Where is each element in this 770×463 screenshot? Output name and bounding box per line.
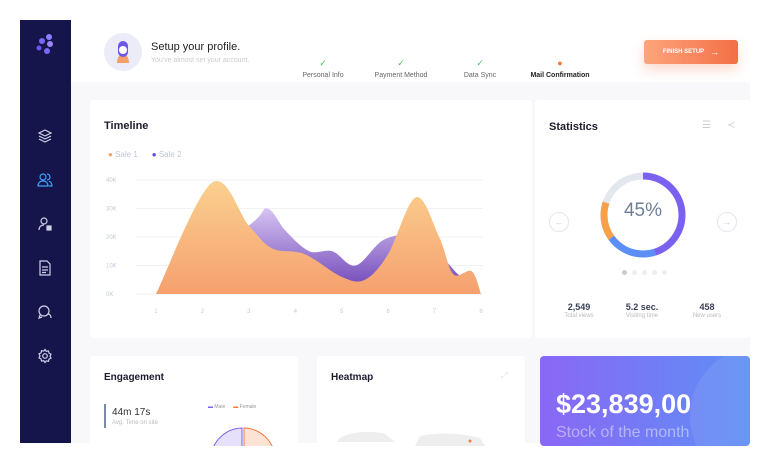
prev-arrow-button[interactable]: ← xyxy=(549,212,569,232)
donut-segment-blue xyxy=(600,172,686,258)
page-dot-active[interactable] xyxy=(622,270,627,275)
users-icon[interactable] xyxy=(33,168,57,192)
stat-new-users: 458 New users xyxy=(692,302,722,319)
sidebar xyxy=(20,20,71,443)
timeline-title: Timeline xyxy=(104,120,149,132)
layers-icon[interactable] xyxy=(33,124,57,148)
finish-setup-button[interactable]: FINISH SETUP → xyxy=(644,40,738,64)
avg-time-value: 44m 17s xyxy=(112,407,151,418)
x-tick-label: 5 xyxy=(340,309,344,315)
dot-icon: ● xyxy=(557,58,563,68)
page-dot[interactable] xyxy=(652,270,657,275)
engagement-title: Engagement xyxy=(104,372,165,383)
avg-time-label: Avg. Time on site xyxy=(112,420,158,426)
engagement-pie xyxy=(213,427,273,446)
legend-sale-2[interactable]: ● Sale 2 xyxy=(151,150,182,159)
x-tick-label: 4 xyxy=(294,309,298,315)
engagement-legend: ▬ Male ▬ Female xyxy=(208,404,257,410)
stat-total-views: 2,549 Total views xyxy=(564,302,594,319)
chart-legend: ● Sale 1 ● Sale 2 xyxy=(108,150,182,159)
donut-segment-orange xyxy=(600,172,686,258)
statistics-card: Statistics ☰ ≺ ← → 45% 2,549 Total views … xyxy=(535,100,750,338)
document-icon[interactable] xyxy=(33,256,57,280)
donut-percent: 45% xyxy=(623,200,663,221)
stock-card: $23,839,00 Stock of the month xyxy=(540,356,750,446)
check-icon: ✓ xyxy=(397,58,405,68)
page-dot[interactable] xyxy=(662,270,667,275)
stat-visiting-time: 5.2 sec. Visiting time xyxy=(625,302,659,319)
donut-chart xyxy=(600,172,686,258)
chat-icon[interactable] xyxy=(33,300,57,324)
step-personal-info[interactable]: ✓ Personal Info xyxy=(278,58,368,79)
setup-subtitle: You've almost set your account. xyxy=(151,57,250,64)
y-tick-label: 20K xyxy=(106,235,117,241)
gear-icon[interactable] xyxy=(33,344,57,368)
stock-label: Stock of the month xyxy=(556,424,690,441)
expand-icon[interactable]: ⤢ xyxy=(501,371,508,380)
y-tick-label: 40K xyxy=(106,178,117,184)
donut-segment-purple xyxy=(600,172,686,258)
x-tick-label: 3 xyxy=(247,309,251,315)
check-icon: ✓ xyxy=(476,58,484,68)
y-tick-label: 30K xyxy=(106,207,117,213)
legend-sale-1[interactable]: ● Sale 1 xyxy=(108,150,138,159)
arrow-right-icon: → xyxy=(710,47,720,57)
user-profile-icon[interactable] xyxy=(33,212,57,236)
filter-icon[interactable]: ☰ xyxy=(702,120,711,131)
x-tick-label: 7 xyxy=(433,309,437,315)
check-icon: ✓ xyxy=(319,58,327,68)
timeline-chart: 0K 10K 20K 30K 40K 1 2 3 4 5 6 7 8 xyxy=(106,178,483,315)
divider xyxy=(104,404,106,428)
x-tick-label: 1 xyxy=(154,309,158,315)
setup-header: Setup your profile. You've almost set yo… xyxy=(71,20,750,82)
step-data-sync[interactable]: ✓ Data Sync xyxy=(435,58,525,79)
page-dot[interactable] xyxy=(642,270,647,275)
x-tick-label: 8 xyxy=(479,309,483,315)
engagement-card: Engagement 44m 17s Avg. Time on site ▬ M… xyxy=(90,356,298,446)
statistics-title: Statistics xyxy=(549,121,598,133)
x-tick-label: 2 xyxy=(201,309,205,315)
share-icon[interactable]: ≺ xyxy=(727,120,736,131)
step-mail-confirmation[interactable]: ● Mail Confirmation xyxy=(515,58,605,79)
stock-amount: $23,839,00 xyxy=(556,389,692,419)
setup-title: Setup your profile. xyxy=(151,41,241,53)
next-arrow-button[interactable]: → xyxy=(717,212,737,232)
heatmap-card: Heatmap ⤢ xyxy=(317,356,525,446)
y-tick-label: 0K xyxy=(106,292,113,298)
y-tick-label: 10K xyxy=(106,264,117,270)
world-map xyxy=(337,431,485,446)
avatar xyxy=(104,33,142,71)
series-area-sale-1 xyxy=(156,180,481,294)
step-payment-method[interactable]: ✓ Payment Method xyxy=(356,58,446,79)
app-logo-icon[interactable] xyxy=(33,32,57,56)
timeline-card: Timeline ● Sale 1 ● Sale 2 0K 10K 20K 30K 40… xyxy=(90,100,532,338)
page-dot[interactable] xyxy=(632,270,637,275)
x-tick-label: 6 xyxy=(386,309,390,315)
heatmap-title: Heatmap xyxy=(331,372,374,383)
pagination-dots xyxy=(622,270,667,275)
